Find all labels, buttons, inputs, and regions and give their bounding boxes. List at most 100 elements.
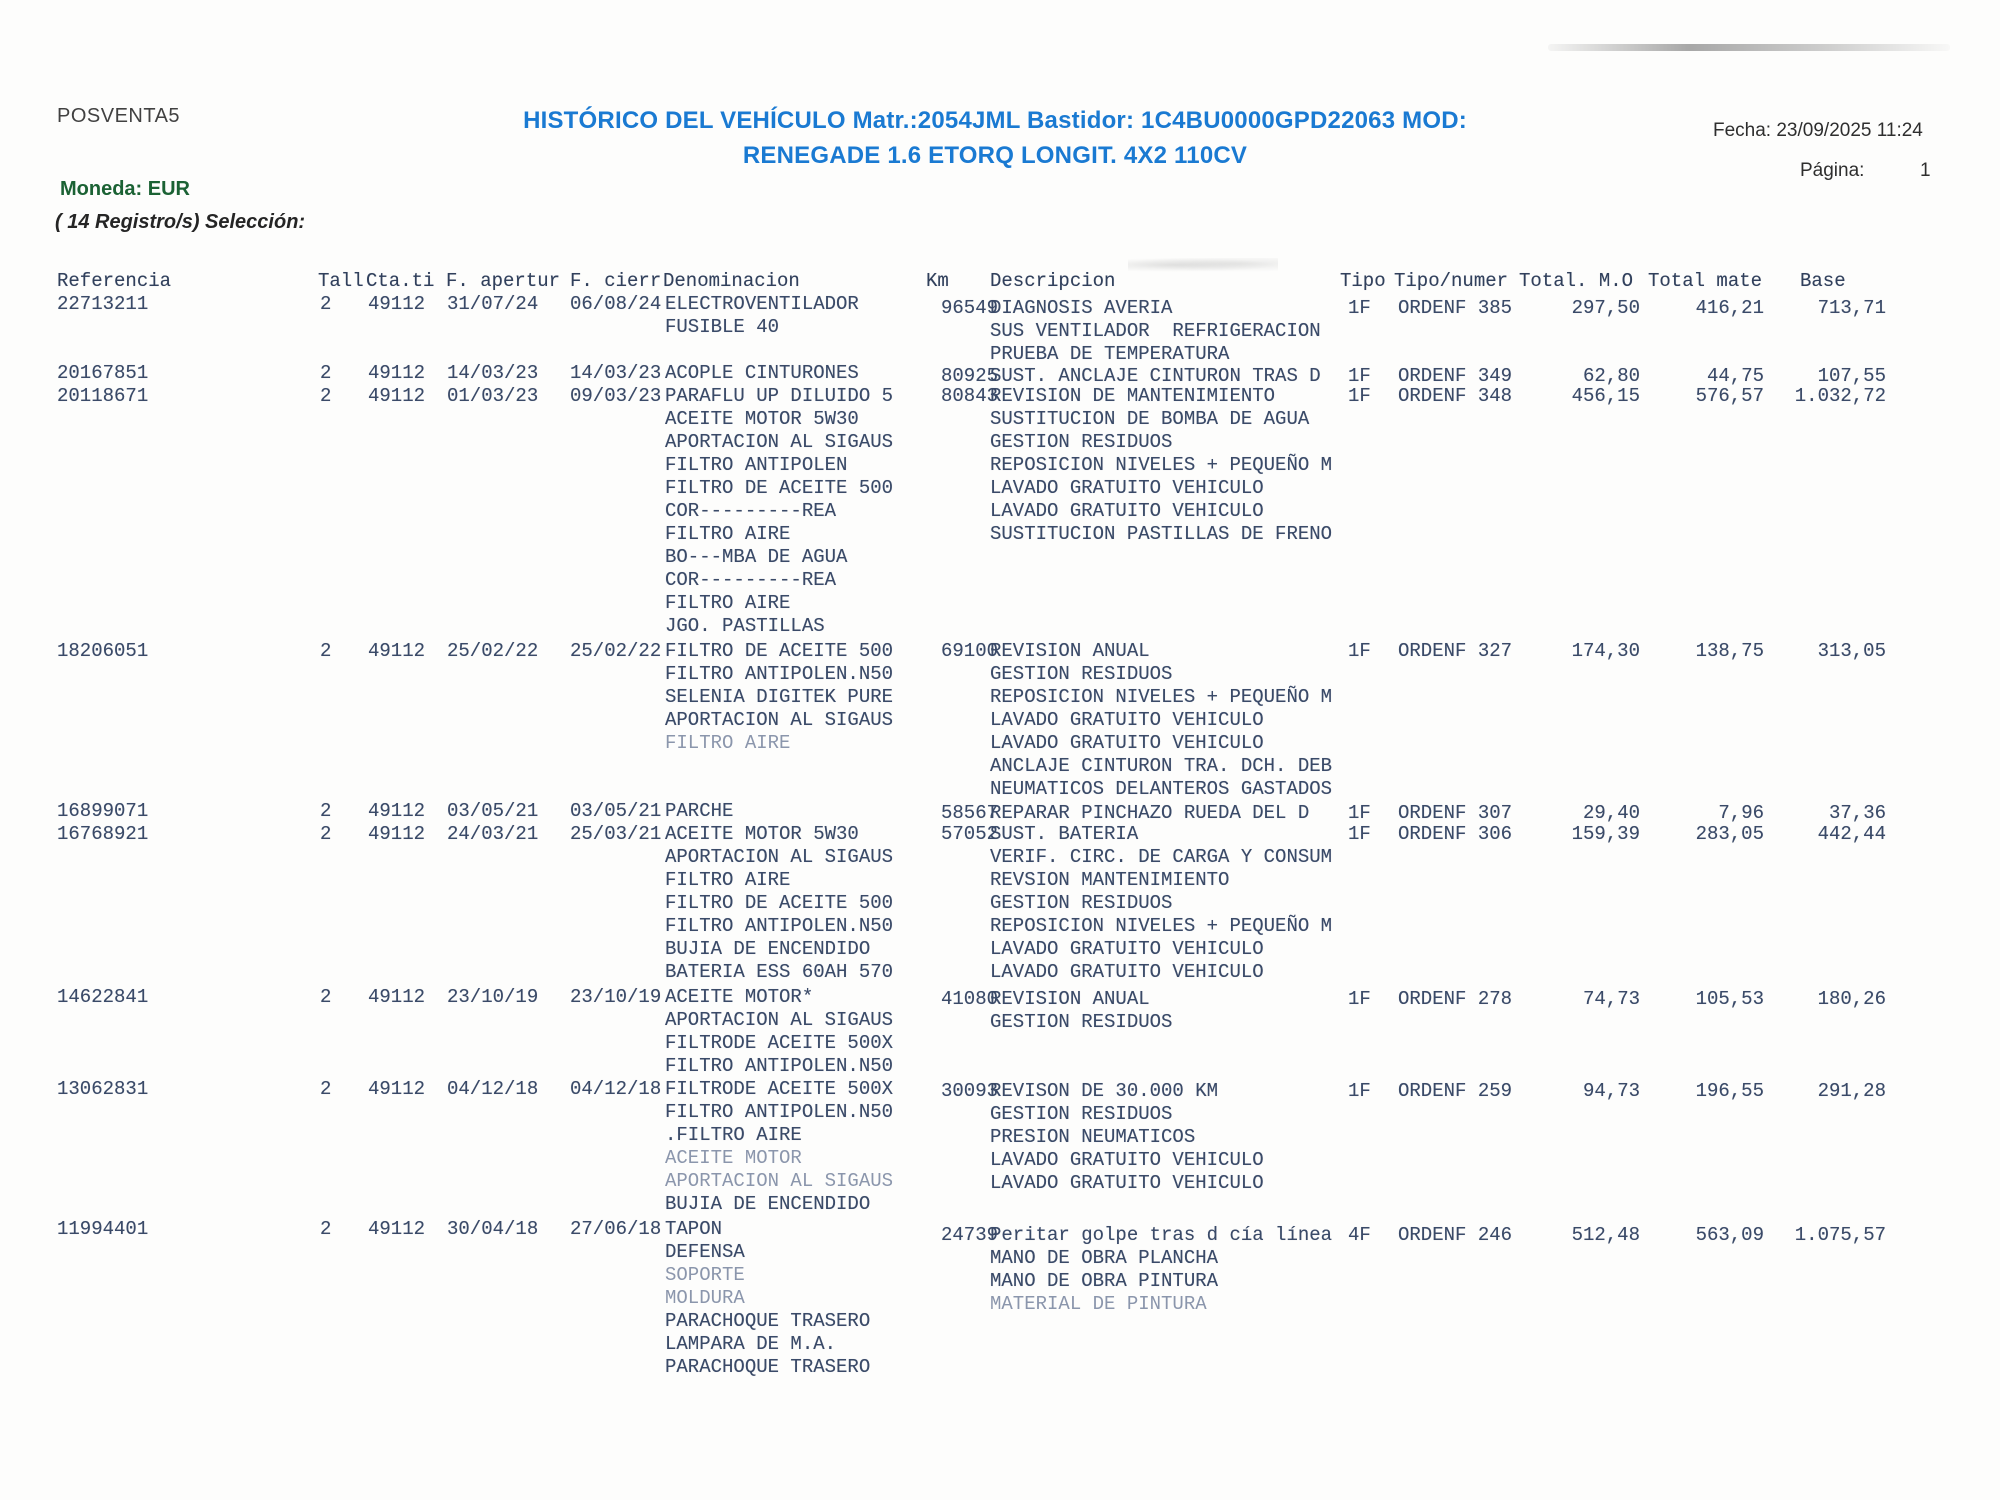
- column-header-denominacion: Denominacion: [663, 270, 800, 292]
- column-header-descripcion: Descripcion: [990, 270, 1116, 292]
- cell-denominacion-line: .FILTRO AIRE: [665, 1124, 802, 1146]
- cell-denominacion-line: FILTRO AIRE: [665, 869, 791, 891]
- cell-descripcion-line: LAVADO GRATUITO VEHICULO: [990, 961, 1264, 983]
- cell-cuenta: 49112: [368, 1218, 426, 1240]
- cell-descripcion-line: DIAGNOSIS AVERIA: [990, 297, 1173, 319]
- cell-base: 713,71: [1817, 297, 1886, 319]
- cell-taller: 2: [320, 800, 332, 822]
- cell-tipo-numero: ORDENF 307: [1398, 802, 1513, 824]
- cell-descripcion-line: LAVADO GRATUITO VEHICULO: [990, 709, 1264, 731]
- cell-base: 313,05: [1817, 640, 1886, 662]
- cell-descripcion-line: VERIF. CIRC. DE CARGA Y CONSUM: [990, 846, 1333, 868]
- cell-descripcion-line: Peritar golpe tras d cía línea: [990, 1224, 1333, 1246]
- cell-km: 57052: [940, 823, 998, 845]
- cell-fecha-apertura: 23/10/19: [447, 986, 539, 1008]
- cell-descripcion-line: LAVADO GRATUITO VEHICULO: [990, 1172, 1264, 1194]
- cell-taller: 2: [320, 385, 332, 407]
- cell-fecha-cierre: 14/03/23: [570, 362, 662, 384]
- cell-base: 1.075,57: [1794, 1224, 1886, 1246]
- cell-base: 291,28: [1817, 1080, 1886, 1102]
- cell-denominacion-line: FILTRO DE ACEITE 500: [665, 477, 894, 499]
- cell-km: 41080: [940, 988, 998, 1010]
- cell-denominacion-line: FILTRO ANTIPOLEN.N50: [665, 1055, 894, 1077]
- cell-denominacion-line: SOPORTE: [665, 1264, 745, 1286]
- cell-descripcion-line: GESTION RESIDUOS: [990, 663, 1173, 685]
- cell-total-material: 196,55: [1695, 1080, 1764, 1102]
- cell-denominacion-line: APORTACION AL SIGAUS: [665, 709, 894, 731]
- cell-cuenta: 49112: [368, 362, 426, 384]
- cell-referencia: 14622841: [57, 986, 149, 1008]
- cell-total-mano-obra: 456,15: [1571, 385, 1640, 407]
- cell-denominacion-line: ACEITE MOTOR 5W30: [665, 408, 859, 430]
- cell-fecha-cierre: 09/03/23: [570, 385, 662, 407]
- cell-descripcion-line: GESTION RESIDUOS: [990, 892, 1173, 914]
- cell-descripcion-line: SUSTITUCION PASTILLAS DE FRENO: [990, 523, 1333, 545]
- cell-denominacion-line: BATERIA ESS 60AH 570: [665, 961, 894, 983]
- cell-referencia: 20167851: [57, 362, 149, 384]
- cell-total-material: 105,53: [1695, 988, 1764, 1010]
- page-number-value: 1: [1920, 160, 1931, 181]
- cell-total-material: 138,75: [1695, 640, 1764, 662]
- cell-tipo-numero: ORDENF 348: [1398, 385, 1513, 407]
- cell-descripcion-line: REVISION ANUAL: [990, 640, 1150, 662]
- cell-total-material: 7,96: [1718, 802, 1764, 824]
- cell-cuenta: 49112: [368, 986, 426, 1008]
- cell-descripcion-line: MATERIAL DE PINTURA: [990, 1293, 1207, 1315]
- cell-descripcion-line: LAVADO GRATUITO VEHICULO: [990, 732, 1264, 754]
- cell-fecha-cierre: 25/02/22: [570, 640, 662, 662]
- cell-denominacion-line: MOLDURA: [665, 1287, 745, 1309]
- cell-denominacion-line: ELECTROVENTILADOR: [665, 293, 859, 315]
- cell-denominacion-line: BUJIA DE ENCENDIDO: [665, 1193, 871, 1215]
- cell-denominacion-line: FILTRO DE ACEITE 500: [665, 892, 894, 914]
- cell-tipo: 1F: [1348, 1080, 1371, 1102]
- cell-denominacion-line: COR---------REA: [665, 569, 837, 591]
- cell-denominacion-line: COR---------REA: [665, 500, 837, 522]
- cell-tipo: 4F: [1348, 1224, 1371, 1246]
- column-header-tall: Tall: [318, 270, 364, 292]
- cell-referencia: 11994401: [57, 1218, 149, 1240]
- cell-denominacion-line: PARCHE: [665, 800, 734, 822]
- cell-denominacion-line: FILTRO ANTIPOLEN: [665, 454, 848, 476]
- cell-tipo: 1F: [1348, 823, 1371, 845]
- cell-total-material: 563,09: [1695, 1224, 1764, 1246]
- cell-referencia: 16899071: [57, 800, 149, 822]
- cell-descripcion-line: REPOSICION NIVELES + PEQUEÑO M: [990, 454, 1333, 476]
- cell-tipo-numero: ORDENF 349: [1398, 365, 1513, 387]
- column-header-base: Base: [1800, 270, 1846, 292]
- column-header-km: Km: [926, 270, 949, 292]
- column-header-total-mate: Total mate: [1648, 270, 1763, 292]
- cell-cuenta: 49112: [368, 640, 426, 662]
- cell-descripcion-line: REVSION MANTENIMIENTO: [990, 869, 1230, 891]
- cell-descripcion-line: LAVADO GRATUITO VEHICULO: [990, 938, 1264, 960]
- cell-taller: 2: [320, 1218, 332, 1240]
- cell-taller: 2: [320, 823, 332, 845]
- cell-km: 30093: [940, 1080, 998, 1102]
- cell-denominacion-line: FILTRODE ACEITE 500X: [665, 1078, 894, 1100]
- column-header-f-apertur: F. apertur: [446, 270, 561, 292]
- cell-taller: 2: [320, 640, 332, 662]
- cell-cuenta: 49112: [368, 1078, 426, 1100]
- cell-descripcion-line: PRUEBA DE TEMPERATURA: [990, 343, 1230, 365]
- cell-referencia: 18206051: [57, 640, 149, 662]
- cell-fecha-apertura: 14/03/23: [447, 362, 539, 384]
- cell-descripcion-line: GESTION RESIDUOS: [990, 1103, 1173, 1125]
- cell-denominacion-line: ACEITE MOTOR: [665, 1147, 802, 1169]
- cell-tipo: 1F: [1348, 988, 1371, 1010]
- cell-total-material: 283,05: [1695, 823, 1764, 845]
- cell-km: 24739: [940, 1224, 998, 1246]
- cell-fecha-cierre: 04/12/18: [570, 1078, 662, 1100]
- cell-denominacion-line: FILTRO ANTIPOLEN.N50: [665, 915, 894, 937]
- cell-denominacion-line: ACOPLE CINTURONES: [665, 362, 859, 384]
- cell-tipo: 1F: [1348, 802, 1371, 824]
- cell-total-material: 576,57: [1695, 385, 1764, 407]
- cell-denominacion-line: FILTRO ANTIPOLEN.N50: [665, 663, 894, 685]
- cell-taller: 2: [320, 986, 332, 1008]
- cell-denominacion-line: FILTRO DE ACEITE 500: [665, 640, 894, 662]
- cell-tipo: 1F: [1348, 365, 1371, 387]
- cell-descripcion-line: SUST. ANCLAJE CINTURON TRAS D: [990, 365, 1321, 387]
- cell-fecha-cierre: 25/03/21: [570, 823, 662, 845]
- cell-km: 80843: [940, 385, 998, 407]
- cell-referencia: 16768921: [57, 823, 149, 845]
- cell-fecha-cierre: 06/08/24: [570, 293, 662, 315]
- cell-denominacion-line: ACEITE MOTOR*: [665, 986, 814, 1008]
